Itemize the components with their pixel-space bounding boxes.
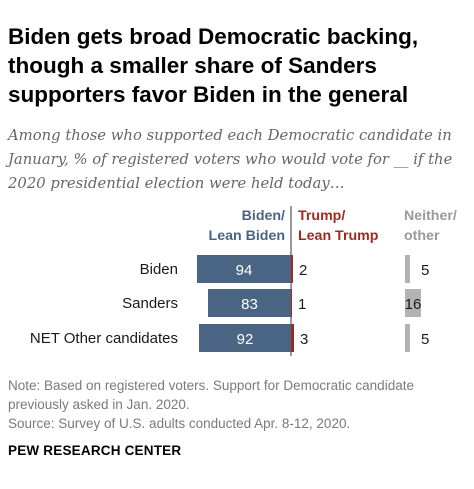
bar-neither-net-other-candidates xyxy=(405,324,410,352)
value-biden-sanders: 83 xyxy=(241,296,258,313)
chart-note: Note: Based on registered voters. Suppor… xyxy=(8,378,414,412)
legend-biden-line2: Lean Biden xyxy=(209,228,285,244)
value-biden-net-other-candidates: 92 xyxy=(237,331,254,348)
category-label-biden: Biden xyxy=(140,261,178,278)
category-label-net-other-candidates: NET Other candidates xyxy=(30,330,178,347)
chart-subtitle: Among those who supported each Democrati… xyxy=(8,127,453,192)
chart-title: Biden gets broad Democratic backing, tho… xyxy=(8,24,419,107)
organization-name: PEW RESEARCH CENTER xyxy=(8,443,182,458)
value-trump-sanders: 1 xyxy=(298,296,306,313)
bar-trump-biden xyxy=(291,255,293,283)
value-biden-biden: 94 xyxy=(236,262,253,279)
value-neither-net-other-candidates: 5 xyxy=(421,331,429,348)
value-neither-biden: 5 xyxy=(421,262,429,279)
category-label-sanders: Sanders xyxy=(122,295,178,312)
legend-trump-line1: Trump/ xyxy=(298,208,345,224)
legend-biden-line1: Biden/ xyxy=(242,208,285,224)
bar-trump-sanders xyxy=(291,289,292,317)
value-neither-sanders: 16 xyxy=(405,296,422,313)
bar-trump-net-other-candidates xyxy=(291,324,294,352)
value-trump-biden: 2 xyxy=(299,262,307,279)
bar-biden-net-other-candidates xyxy=(199,324,291,352)
chart-source: Source: Survey of U.S. adults conducted … xyxy=(8,416,351,431)
bar-neither-biden xyxy=(405,255,410,283)
chart-area: Biden/Lean Biden Trump/Lean Trump Neither/… xyxy=(30,206,457,356)
legend-trump-line2: Lean Trump xyxy=(298,228,379,244)
bar-biden-sanders xyxy=(208,289,291,317)
legend-neither-line1: Neither/ xyxy=(404,208,457,224)
legend-neither-line2: other xyxy=(404,228,440,244)
bar-neither-sanders xyxy=(405,289,421,317)
value-trump-net-other-candidates: 3 xyxy=(300,331,308,348)
bar-biden-biden xyxy=(197,255,291,283)
